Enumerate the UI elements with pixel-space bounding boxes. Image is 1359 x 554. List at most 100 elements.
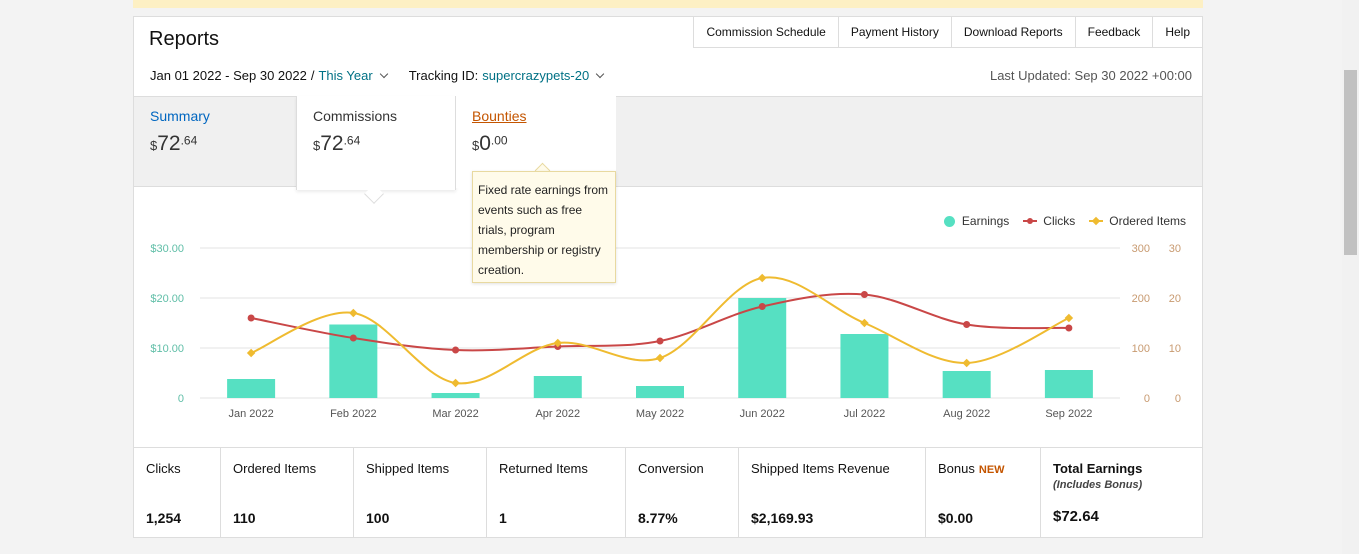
legend-ordered-label: Ordered Items xyxy=(1109,214,1186,228)
earnings-bar xyxy=(738,298,787,398)
x-tick-label: Apr 2022 xyxy=(535,408,580,420)
legend-clicks[interactable]: Clicks xyxy=(1023,214,1075,228)
stat-value: 1,254 xyxy=(146,510,182,526)
clicks-point xyxy=(963,321,971,328)
x-tick-label: May 2022 xyxy=(636,408,684,420)
stat-clicks: Clicks 1,254 xyxy=(134,448,221,538)
ordered-items-point xyxy=(553,338,563,348)
total-earnings-sub: (Includes Bonus) xyxy=(1053,479,1143,491)
x-tick-label: Feb 2022 xyxy=(330,408,376,420)
earnings-bar xyxy=(942,371,991,398)
clicks-line-icon xyxy=(1023,218,1038,224)
report-nav: Commission Schedule Payment History Down… xyxy=(693,16,1203,48)
value-whole: 72 xyxy=(157,132,181,155)
currency-symbol: $ xyxy=(472,138,480,153)
stat-total-earnings: Total Earnings (Includes Bonus) $72.64 xyxy=(1041,448,1202,538)
last-updated: Last Updated: Sep 30 2022 +00:00 xyxy=(989,68,1192,83)
tab-commissions-value: $72.64 xyxy=(313,132,439,156)
earnings-chart: $30.00 300 30$20.00 200 20$10.00 100 100 0 0Jan … xyxy=(150,243,1181,420)
download-reports-button[interactable]: Download Reports xyxy=(951,16,1076,48)
clicks-point xyxy=(656,337,664,345)
ordered-items-point xyxy=(349,308,358,318)
clicks-point xyxy=(1065,324,1073,332)
report-filters: Jan 01 2022 - Sep 30 2022 / This Year Tr… xyxy=(150,68,605,83)
ordered-items-line-icon xyxy=(1089,220,1104,222)
stats-row: Clicks 1,254 Ordered Items 110 Shipped I… xyxy=(134,447,1202,538)
ordered-items-point xyxy=(655,353,665,363)
earnings-bar xyxy=(431,393,480,398)
currency-symbol: $ xyxy=(313,138,321,153)
total-earnings-label: Total Earnings xyxy=(1053,461,1143,476)
bounties-tooltip: Fixed rate earnings from events such as … xyxy=(472,171,616,283)
clicks-point xyxy=(860,291,868,298)
y-right-clicks-tick-label: 300 xyxy=(1132,243,1150,255)
stat-label: Shipped Items xyxy=(366,461,450,476)
x-tick-label: Jan 2022 xyxy=(228,408,273,420)
ordered-items-point xyxy=(962,358,971,368)
stat-value: 1 xyxy=(499,510,507,526)
tab-bounties-label[interactable]: Bounties xyxy=(472,108,527,124)
stat-value: 100 xyxy=(366,510,390,526)
stat-label: Clicks xyxy=(146,461,181,476)
ordered-items-point xyxy=(860,318,869,328)
earnings-bar xyxy=(533,376,582,398)
x-tick-label: Jul 2022 xyxy=(844,408,886,420)
y-left-tick-label: $10.00 xyxy=(150,343,184,355)
stat-returned-items: Returned Items 1 xyxy=(487,448,626,538)
ordered-items-point xyxy=(757,273,767,283)
y-left-tick-label: 0 xyxy=(178,393,184,405)
legend-earnings[interactable]: Earnings xyxy=(943,214,1010,228)
date-separator: / xyxy=(310,68,315,83)
y-right-items-tick-label: 10 xyxy=(1169,343,1181,355)
stat-shipped-revenue: Shipped Items Revenue $2,169.93 xyxy=(739,448,926,538)
date-range: Jan 01 2022 - Sep 30 2022 xyxy=(150,68,307,83)
x-tick-label: Sep 2022 xyxy=(1045,408,1092,420)
help-button[interactable]: Help xyxy=(1153,16,1203,48)
value-cents: .64 xyxy=(343,133,361,148)
earnings-bar xyxy=(840,334,889,398)
stat-label: Shipped Items Revenue xyxy=(751,461,890,476)
tab-commissions[interactable]: Commissions $72.64 xyxy=(296,96,456,190)
tab-summary[interactable]: Summary $72.64 xyxy=(134,96,296,188)
earnings-dot-icon xyxy=(943,215,955,227)
commission-schedule-button[interactable]: Commission Schedule xyxy=(693,16,839,48)
top-banner xyxy=(133,0,1203,8)
y-right-clicks-tick-label: 0 xyxy=(1144,393,1150,405)
stat-label: Bonus NEW xyxy=(938,461,1028,476)
tab-summary-value: $72.64 xyxy=(150,132,280,156)
period-dropdown[interactable]: This Year xyxy=(318,68,373,83)
ordered-items-point xyxy=(451,378,460,388)
y-left-tick-label: $20.00 xyxy=(150,293,184,305)
stat-value: $2,169.93 xyxy=(751,510,814,526)
scrollbar-thumb[interactable] xyxy=(1344,70,1357,255)
value-cents: .64 xyxy=(180,133,198,148)
tab-bounties-value: $0.00 xyxy=(472,132,600,156)
tracking-id-dropdown[interactable]: supercrazypets-20 xyxy=(482,68,590,83)
y-right-items-tick-label: 20 xyxy=(1169,293,1181,305)
value-whole: 72 xyxy=(320,132,344,155)
clicks-point xyxy=(349,334,357,342)
chart-legend: Earnings Clicks Ordered Items xyxy=(930,214,1186,228)
stat-value: 8.77% xyxy=(638,510,678,526)
y-right-clicks-tick-label: 100 xyxy=(1132,343,1150,355)
legend-clicks-label: Clicks xyxy=(1043,214,1076,228)
stat-conversion: Conversion 8.77% xyxy=(626,448,739,538)
reports-card: Reports Commission Schedule Payment Hist… xyxy=(133,16,1203,538)
legend-earnings-label: Earnings xyxy=(961,214,1010,228)
legend-ordered-items[interactable]: Ordered Items xyxy=(1089,214,1186,228)
bonus-label: Bonus xyxy=(938,461,975,476)
stat-value: 110 xyxy=(233,510,256,526)
ordered-items-point xyxy=(246,348,256,358)
x-tick-label: Mar 2022 xyxy=(432,408,478,420)
stat-bonus: Bonus NEW $0.00 xyxy=(926,448,1041,538)
stat-value: $0.00 xyxy=(938,510,974,526)
stat-label: Conversion xyxy=(638,461,704,476)
ordered-items-point xyxy=(1064,313,1074,323)
y-right-items-tick-label: 30 xyxy=(1169,243,1181,255)
y-right-clicks-tick-label: 200 xyxy=(1132,293,1150,305)
page-scrollbar[interactable] xyxy=(1342,0,1359,554)
feedback-button[interactable]: Feedback xyxy=(1075,16,1154,48)
payment-history-button[interactable]: Payment History xyxy=(838,16,952,48)
y-right-items-tick-label: 0 xyxy=(1175,393,1181,405)
earnings-bar xyxy=(1044,370,1093,398)
